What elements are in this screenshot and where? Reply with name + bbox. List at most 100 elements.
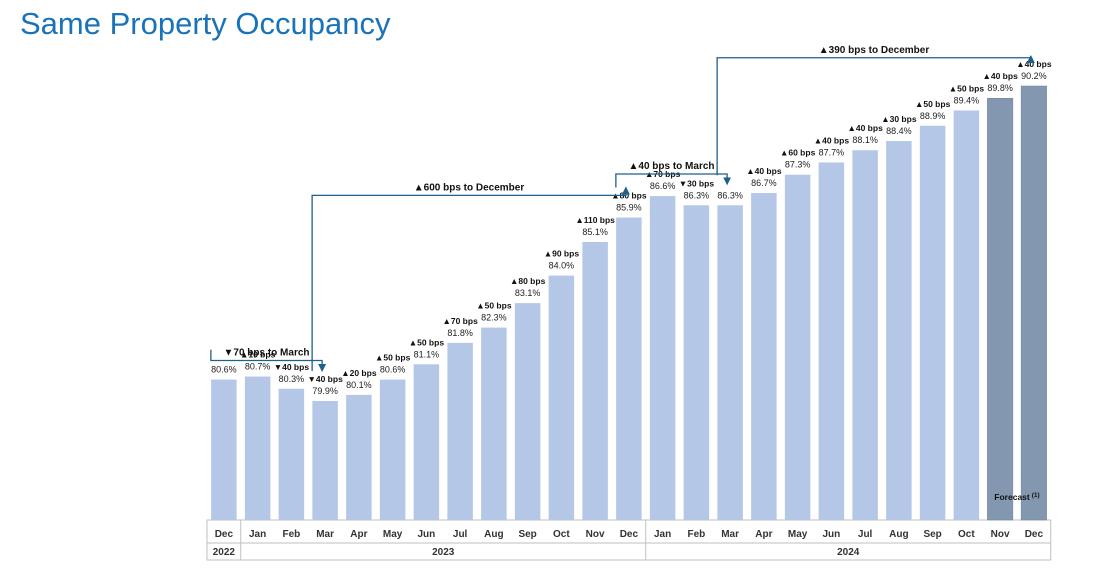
change-label: ▼40 bps bbox=[307, 374, 343, 384]
value-label: 81.1% bbox=[414, 349, 440, 359]
bar bbox=[244, 376, 271, 520]
bar bbox=[278, 388, 305, 520]
year-label: 2024 bbox=[837, 547, 860, 558]
change-annotation: ▲390 bps to December bbox=[716, 45, 1035, 176]
month-tick-label: Mar bbox=[316, 529, 334, 540]
bar bbox=[649, 196, 676, 520]
month-tick-label: Feb bbox=[282, 529, 300, 540]
change-label: ▲80 bps bbox=[611, 191, 647, 201]
value-label: 80.6% bbox=[211, 365, 237, 375]
value-label: 80.6% bbox=[380, 365, 406, 375]
annotation-label: ▲600 bps to December bbox=[414, 182, 525, 193]
annotation-label: ▲390 bps to December bbox=[819, 45, 930, 56]
change-label: ▲50 bps bbox=[375, 353, 411, 363]
bar bbox=[987, 97, 1014, 521]
month-tick-label: Apr bbox=[755, 529, 772, 540]
month-tick-label: Aug bbox=[484, 529, 503, 540]
change-label: ▲50 bps bbox=[409, 337, 445, 347]
month-tick-label: May bbox=[788, 529, 808, 540]
bar bbox=[1020, 85, 1047, 521]
change-label: ▲10 bps bbox=[240, 350, 276, 360]
change-label: ▲80 bps bbox=[510, 276, 546, 286]
value-label: 88.9% bbox=[920, 111, 946, 121]
value-label: 84.0% bbox=[549, 261, 575, 271]
month-tick-label: Jan bbox=[654, 529, 671, 540]
annotation-arrow bbox=[210, 349, 327, 372]
value-label: 89.4% bbox=[954, 95, 980, 105]
axis-frame bbox=[206, 519, 1052, 561]
bar bbox=[346, 394, 372, 520]
bar bbox=[413, 364, 440, 520]
month-tick-label: Jun bbox=[822, 529, 840, 540]
bar bbox=[784, 174, 811, 520]
value-label: 80.7% bbox=[245, 362, 271, 372]
month-tick-label: Jan bbox=[249, 529, 266, 540]
value-label: 86.7% bbox=[751, 178, 777, 188]
month-tick-label: Nov bbox=[991, 529, 1010, 540]
value-label: 80.3% bbox=[279, 374, 305, 384]
page-title: Same Property Occupancy bbox=[20, 6, 391, 41]
bar bbox=[379, 379, 406, 520]
change-label: ▲40 bps bbox=[1016, 59, 1052, 69]
change-label: ▲50 bps bbox=[949, 83, 985, 93]
month-tick-label: Sep bbox=[518, 529, 536, 540]
value-label: 86.6% bbox=[650, 181, 676, 191]
month-tick-label: Feb bbox=[687, 529, 705, 540]
value-label: 85.9% bbox=[616, 203, 642, 213]
month-tick-label: Jul bbox=[453, 529, 468, 540]
month-tick-label: Dec bbox=[215, 529, 234, 540]
change-annotation: ▲40 bps to March bbox=[615, 161, 732, 188]
annotation-arrow bbox=[311, 186, 630, 371]
value-label: 80.1% bbox=[346, 380, 372, 390]
change-label: ▲70 bps bbox=[442, 316, 478, 326]
month-tick-label: Apr bbox=[350, 529, 367, 540]
bar bbox=[447, 342, 473, 520]
change-annotation: ▲600 bps to December bbox=[311, 182, 630, 371]
value-label: 88.1% bbox=[852, 135, 878, 145]
value-label: 86.3% bbox=[684, 190, 710, 200]
value-label: 81.8% bbox=[447, 328, 473, 338]
month-tick-label: Oct bbox=[553, 529, 570, 540]
value-label: 83.1% bbox=[515, 288, 541, 298]
x-axis bbox=[206, 519, 1052, 561]
bar bbox=[683, 205, 710, 520]
value-label: 90.2% bbox=[1021, 71, 1047, 81]
month-tick-label: Mar bbox=[721, 529, 739, 540]
month-tick-label: Sep bbox=[923, 529, 941, 540]
value-label: 89.8% bbox=[987, 83, 1013, 93]
bar bbox=[852, 150, 878, 520]
annotation-label: ▼70 bps to March bbox=[223, 348, 309, 359]
change-label: ▲40 bps bbox=[746, 166, 782, 176]
bar bbox=[481, 327, 507, 520]
change-label: ▲20 bps bbox=[341, 368, 377, 378]
bar bbox=[514, 303, 541, 520]
change-label: ▲30 bps bbox=[881, 114, 917, 124]
change-label: ▲50 bps bbox=[476, 301, 512, 311]
change-label: ▲40 bps bbox=[814, 135, 850, 145]
bar bbox=[919, 125, 946, 521]
value-label: 87.7% bbox=[819, 147, 845, 157]
value-label: 85.1% bbox=[582, 227, 608, 237]
bar bbox=[582, 241, 608, 520]
month-tick-label: Jul bbox=[858, 529, 873, 540]
change-annotation: ▼70 bps to March bbox=[210, 348, 327, 372]
annotation-label: ▲40 bps to March bbox=[628, 161, 714, 172]
bar bbox=[886, 141, 912, 521]
month-tick-label: May bbox=[383, 529, 403, 540]
month-tick-label: Oct bbox=[958, 529, 975, 540]
bar bbox=[211, 379, 237, 520]
year-label: 2022 bbox=[213, 547, 236, 558]
bar bbox=[312, 401, 338, 520]
change-label: ▼40 bps bbox=[274, 362, 310, 372]
change-label: ▲90 bps bbox=[544, 249, 580, 259]
value-label: 82.3% bbox=[481, 313, 507, 323]
bar bbox=[751, 193, 777, 521]
value-label: 87.3% bbox=[785, 160, 811, 170]
annotation-arrow bbox=[615, 173, 732, 188]
bar bbox=[717, 205, 743, 520]
month-tick-label: Nov bbox=[586, 529, 605, 540]
change-label: ▼30 bps bbox=[679, 178, 715, 188]
annotation-arrow bbox=[716, 55, 1035, 176]
value-label: 79.9% bbox=[312, 386, 338, 396]
